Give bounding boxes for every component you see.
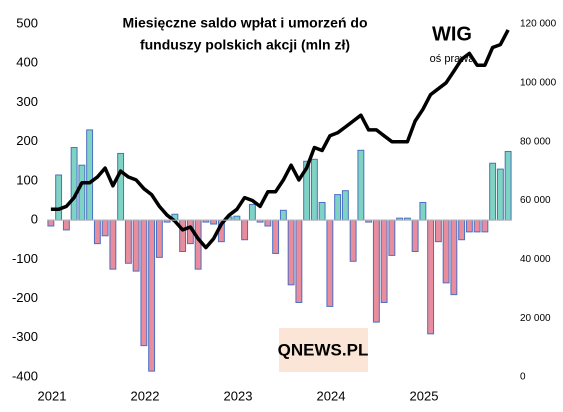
bar [434,219,442,243]
bar [47,219,55,227]
bar [318,201,326,221]
bar [489,162,497,221]
bar [411,219,419,252]
bar [86,129,94,221]
y-tick-label: 400 [16,55,38,70]
bar [179,219,187,252]
bar [372,219,380,323]
bar [155,219,163,258]
bar [101,219,109,237]
y2-tick-label: 80 000 [520,136,551,147]
y-tick-label: -300 [12,329,38,344]
x-tick-label: 2024 [317,388,346,403]
bar [148,219,156,372]
bar [109,219,117,270]
bar [458,219,466,241]
bar [279,209,287,221]
bar [473,219,481,233]
y-tick-label: 500 [16,15,38,30]
bar [194,219,202,270]
bar [124,219,132,264]
x-tick-label: 2023 [224,388,253,403]
bar [504,150,512,221]
bar [55,174,63,221]
logo: QNEWS.PL [278,340,369,359]
bar [248,203,256,221]
chart-title: funduszy polskich akcji (mln zł) [140,37,350,53]
y2-tick-label: 20 000 [520,313,551,324]
bar [334,194,342,221]
bar [241,219,249,241]
bar [496,168,504,221]
bar [450,219,458,296]
bar [233,215,241,221]
y-tick-label: 300 [16,94,38,109]
x-tick-label: 2025 [410,388,439,403]
bar [78,164,86,221]
bar [380,219,388,303]
x-tick-label: 2021 [38,388,67,403]
logo-box [279,328,368,372]
bar [132,219,140,272]
bar [388,219,396,256]
bar [287,219,295,286]
y-tick-label: 200 [16,133,38,148]
y-tick-label: -200 [12,290,38,305]
bar [93,219,101,245]
y2-tick-label: 120 000 [520,19,557,30]
y2-tick-label: 100 000 [520,77,557,88]
y2-tick-label: 0 [520,372,526,383]
bar [62,219,70,231]
x-tick-label: 2022 [131,388,160,403]
bar [427,219,435,335]
bar [357,149,365,221]
bar [295,219,303,303]
bar [117,152,125,221]
bar [341,190,349,221]
y2-tick-label: 40 000 [520,254,551,265]
bar [419,201,427,221]
bar [442,219,450,284]
chart-title: Miesięczne saldo wpłat i umorzeń do [122,15,367,31]
line [50,29,510,250]
y-tick-label: 100 [16,172,38,187]
y-tick-label: -400 [12,368,38,383]
y-tick-label: -100 [12,251,38,266]
bar [210,219,218,225]
annotation: WIG [432,23,472,45]
bar [140,219,148,347]
bar [326,219,334,307]
y2-tick-label: 60 000 [520,195,551,206]
bar [310,158,318,221]
bar [272,219,280,254]
bar [264,219,272,227]
bar [481,219,489,233]
bar [349,219,357,262]
bar [70,147,78,221]
y-tick-label: 0 [31,212,38,227]
bar [465,219,473,233]
